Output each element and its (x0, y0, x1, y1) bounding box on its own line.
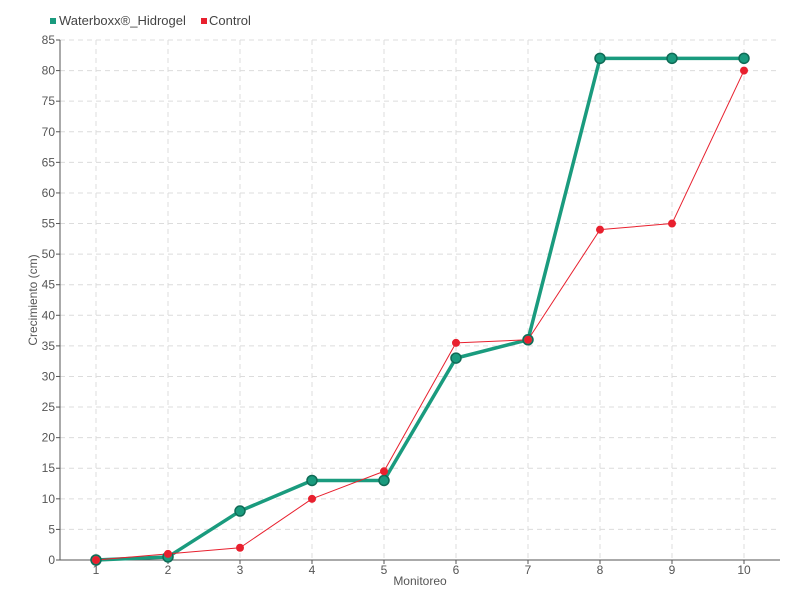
data-point-control (740, 66, 748, 75)
x-axis-title: Monitoreo (393, 574, 447, 588)
y-tick-label: 40 (42, 308, 56, 322)
legend-label-control: Control (209, 13, 251, 28)
y-tick-label: 30 (42, 369, 56, 383)
data-point-control (236, 543, 244, 552)
x-tick-label: 3 (237, 563, 244, 577)
y-tick-label: 45 (42, 278, 56, 292)
y-tick-label: 0 (48, 553, 55, 567)
x-tick-label: 9 (669, 563, 676, 577)
data-point-waterboxx (234, 505, 246, 517)
data-point-control (92, 556, 100, 564)
axes (59, 40, 780, 561)
y-axis-ticks: 0 5 10 15 20 25 30 35 40 45 50 55 60 65 70 75 80 85 (42, 33, 60, 567)
y-tick-label: 65 (42, 155, 56, 169)
data-point-control (164, 549, 172, 558)
data-point-control (452, 338, 460, 347)
y-tick-label: 60 (42, 186, 56, 200)
y-tick-label: 5 (48, 522, 55, 536)
y-tick-label: 35 (42, 339, 56, 353)
y-axis-title: Crecimiento (cm) (26, 254, 40, 345)
x-tick-label: 10 (737, 563, 751, 577)
legend-swatch-control (201, 18, 207, 24)
legend: Waterboxx®_Hidrogel Control (50, 13, 251, 28)
legend-label-waterboxx: Waterboxx®_Hidrogel (59, 13, 186, 28)
y-tick-label: 70 (42, 125, 56, 139)
y-tick-label: 75 (42, 94, 56, 108)
data-point-control (668, 219, 676, 228)
series-layer (90, 52, 750, 566)
data-point-waterboxx (378, 474, 390, 487)
y-tick-label: 50 (42, 247, 56, 261)
x-tick-label: 7 (525, 563, 532, 577)
gridlines (60, 39, 780, 560)
x-axis-ticks: 1 2 3 4 5 6 7 8 9 10 (93, 560, 751, 577)
y-tick-label: 15 (42, 461, 56, 475)
data-point-waterboxx (306, 474, 318, 487)
legend-swatch-waterboxx (50, 18, 56, 24)
data-point-control (308, 494, 316, 503)
x-tick-label: 1 (93, 563, 100, 577)
y-tick-label: 80 (42, 64, 56, 78)
y-tick-label: 20 (42, 431, 56, 445)
y-tick-label: 10 (42, 492, 56, 506)
x-tick-label: 8 (597, 563, 604, 577)
y-tick-label: 55 (42, 217, 56, 231)
data-point-control (380, 467, 388, 476)
data-point-control (524, 335, 532, 344)
y-tick-label: 25 (42, 400, 56, 414)
series-line-control (95, 70, 745, 561)
data-point-waterboxx (738, 52, 750, 65)
series-line-waterboxx (95, 56, 744, 562)
x-tick-label: 5 (381, 563, 388, 577)
data-point-waterboxx (450, 352, 462, 364)
x-tick-label: 2 (165, 563, 172, 577)
x-tick-label: 4 (309, 563, 316, 577)
y-tick-label: 85 (42, 33, 56, 47)
data-point-waterboxx (666, 52, 678, 65)
data-point-waterboxx (594, 52, 606, 65)
data-point-control (596, 225, 604, 234)
x-tick-label: 6 (453, 563, 460, 577)
